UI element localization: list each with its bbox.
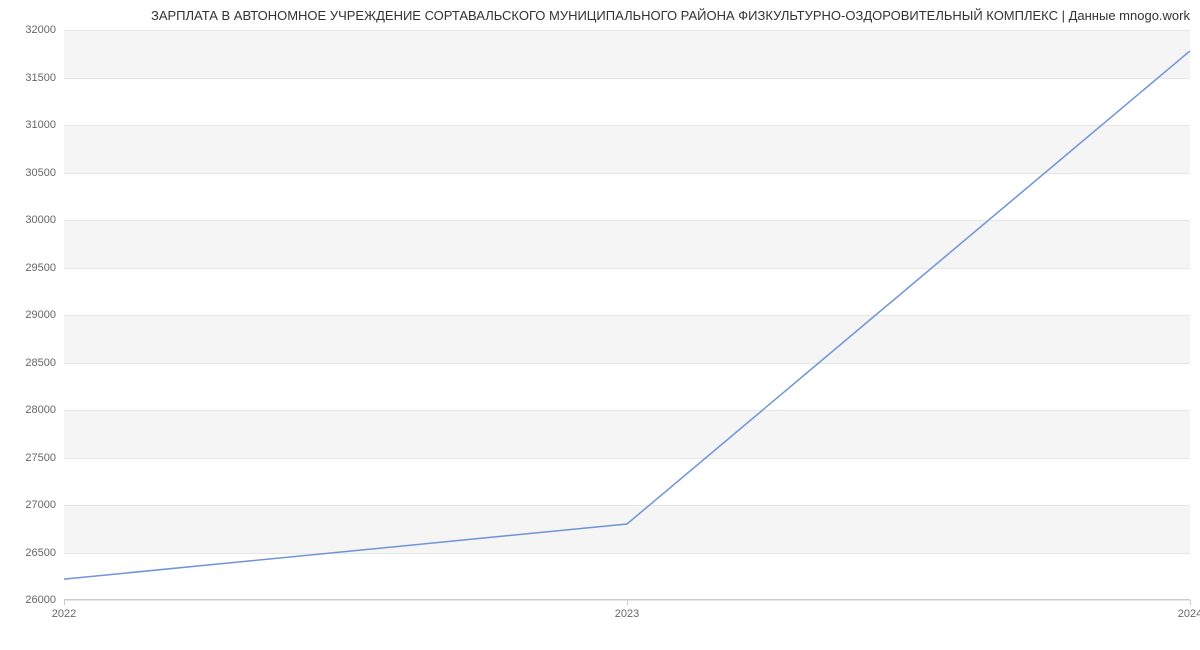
y-tick-label: 26000 [25, 594, 56, 606]
y-tick-label: 28000 [25, 404, 56, 416]
series-layer [64, 30, 1190, 600]
x-tick-label: 2022 [52, 608, 76, 620]
y-tick-label: 31000 [25, 119, 56, 131]
y-tick-label: 29000 [25, 309, 56, 321]
chart-title: ЗАРПЛАТА В АВТОНОМНОЕ УЧРЕЖДЕНИЕ СОРТАВА… [151, 8, 1190, 23]
y-tick-label: 27500 [25, 452, 56, 464]
x-tick-label: 2024 [1178, 608, 1200, 620]
x-tick-mark [64, 600, 65, 605]
x-tick-label: 2023 [615, 608, 639, 620]
y-tick-label: 32000 [25, 24, 56, 36]
series-line-salary [64, 51, 1190, 579]
y-tick-label: 30500 [25, 167, 56, 179]
y-tick-label: 26500 [25, 547, 56, 559]
x-tick-mark [627, 600, 628, 605]
y-tick-label: 30000 [25, 214, 56, 226]
x-tick-mark [1190, 600, 1191, 605]
y-tick-label: 29500 [25, 262, 56, 274]
y-tick-label: 27000 [25, 499, 56, 511]
y-tick-label: 28500 [25, 357, 56, 369]
plot-area: 2600026500270002750028000285002900029500… [64, 30, 1190, 600]
y-tick-label: 31500 [25, 72, 56, 84]
line-chart: ЗАРПЛАТА В АВТОНОМНОЕ УЧРЕЖДЕНИЕ СОРТАВА… [0, 0, 1200, 650]
